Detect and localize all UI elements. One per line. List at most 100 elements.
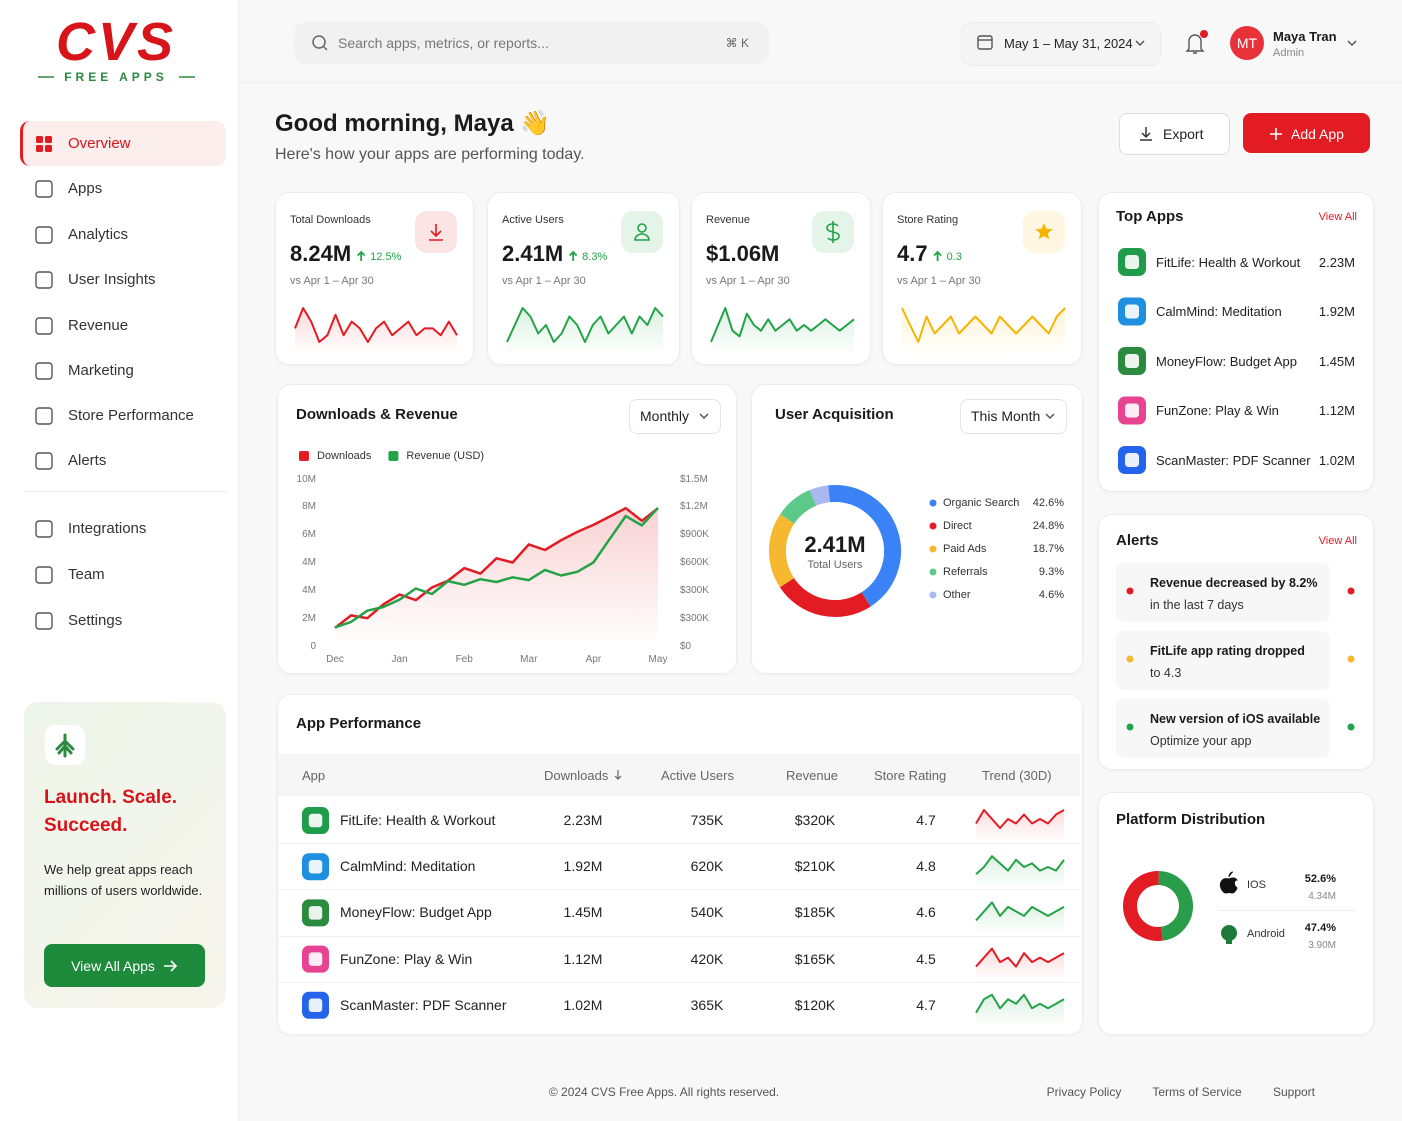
export-button[interactable] [1119, 113, 1230, 155]
column-header[interactable]: App [302, 767, 326, 783]
legend-label: Other [943, 589, 971, 601]
nav-item[interactable]: Store Performance [68, 407, 194, 424]
footer-link[interactable]: Privacy Policy [1046, 1085, 1122, 1099]
chart-title: Platform Distribution [1116, 811, 1266, 828]
cell-revenue: $210K [794, 858, 836, 875]
y-tick-label: 4M [302, 584, 316, 596]
legend-label: Referrals [943, 566, 988, 578]
nav-item[interactable]: Team [68, 566, 105, 583]
column-header[interactable]: Store Rating [874, 767, 947, 783]
cell-app[interactable]: ScanMaster: PDF Scanner [340, 996, 507, 1013]
kpi-change: 0.3 [946, 251, 962, 263]
sparkline [975, 809, 1065, 829]
alert-item[interactable] [1116, 631, 1330, 690]
arrow-icon [164, 960, 178, 972]
sparkline [975, 855, 1065, 875]
dropdown-label[interactable]: Monthly [640, 408, 690, 424]
alert-item[interactable] [1116, 563, 1330, 622]
legend-label: Direct [943, 520, 972, 532]
section-title: Alerts [1116, 532, 1159, 549]
footer-link[interactable]: Terms of Service [1152, 1085, 1242, 1099]
alert-detail: Optimize your app [1150, 734, 1252, 748]
column-header[interactable]: Trend (30D) [982, 767, 1052, 783]
nav-icon [36, 136, 43, 143]
column-header[interactable]: Active Users [661, 767, 734, 783]
legend-dot [929, 499, 937, 507]
add-app-label[interactable]: Add App [1291, 126, 1344, 142]
cell-rating: 4.6 [916, 904, 936, 921]
app-icon-glyph [1125, 354, 1139, 368]
cell-revenue: $120K [794, 996, 836, 1013]
nav-icon [35, 520, 53, 538]
x-tick-label: May [648, 653, 668, 665]
app-name[interactable]: ScanMaster: PDF Scanner [1156, 452, 1311, 468]
alert-dot [1126, 655, 1134, 663]
nav-item[interactable]: Integrations [68, 520, 147, 537]
kpi-icon [634, 233, 650, 241]
search-placeholder[interactable]: Search apps, metrics, or reports... [338, 35, 549, 51]
promo-button-label[interactable]: View All Apps [71, 958, 155, 974]
app-name[interactable]: MoneyFlow: Budget App [1156, 353, 1297, 369]
column-header[interactable]: Revenue [786, 767, 839, 783]
cell-app[interactable]: FitLife: Health & Workout [340, 812, 496, 828]
sparkline-area [976, 856, 1064, 889]
legend-swatch [299, 451, 309, 461]
view-all-link[interactable]: View All [1318, 535, 1357, 547]
app-downloads: 1.45M [1318, 353, 1355, 369]
legend-label: Android [1247, 928, 1285, 940]
chart-title: Downloads & Revenue [296, 406, 458, 423]
search-icon [322, 45, 328, 51]
sparkline-area [976, 994, 1064, 1027]
cell-app[interactable]: CalmMind: Meditation [340, 858, 476, 875]
app-performance-card [277, 694, 1083, 1035]
cell-rating: 4.8 [916, 858, 936, 875]
alert-item[interactable] [1116, 699, 1330, 758]
kpi-icon [1035, 223, 1053, 240]
app-name[interactable]: FunZone: Play & Win [1156, 403, 1279, 418]
date-picker[interactable] [961, 22, 1161, 66]
nav-item[interactable]: Analytics [68, 226, 129, 243]
view-all-link[interactable]: View All [1318, 211, 1357, 223]
alert-dot [1126, 723, 1134, 731]
x-tick-label: Mar [520, 653, 538, 665]
search-box[interactable] [294, 22, 769, 64]
nav-item[interactable]: User Insights [68, 271, 156, 288]
dropdown-label[interactable]: This Month [971, 408, 1041, 424]
x-tick-label: Feb [455, 653, 473, 665]
nav-item[interactable]: Overview [68, 135, 131, 152]
app-name[interactable]: FitLife: Health & Workout [1156, 254, 1301, 270]
platform-icon [1219, 871, 1238, 894]
avatar-initials[interactable]: MT [1236, 35, 1258, 51]
top-apps-card [1098, 192, 1374, 492]
export-label[interactable]: Export [1163, 126, 1204, 142]
table-header [278, 754, 1080, 796]
sparkline-area [711, 308, 854, 356]
nav-item[interactable]: Apps [68, 180, 103, 197]
cell-downloads: 1.12M [563, 950, 603, 967]
app-icon-glyph [1125, 453, 1139, 467]
nav-item[interactable]: Alerts [68, 452, 107, 469]
line [334, 506, 659, 629]
nav-item[interactable]: Settings [68, 612, 123, 629]
count-label: 4.34M [1308, 890, 1336, 902]
nav-item[interactable]: Marketing [68, 362, 134, 379]
promo-button[interactable] [44, 944, 205, 987]
chevron-icon [1347, 40, 1357, 47]
sparkline [506, 307, 664, 343]
legend-dot [929, 545, 937, 553]
app-name[interactable]: CalmMind: Meditation [1156, 304, 1282, 319]
nav-item[interactable]: Revenue [68, 317, 129, 334]
cell-app[interactable]: MoneyFlow: Budget App [340, 904, 492, 921]
date-range[interactable]: May 1 – May 31, 2024 [1004, 35, 1133, 51]
footer-link[interactable]: Support [1272, 1085, 1316, 1099]
kpi-icon [637, 223, 647, 233]
cell-revenue: $320K [794, 812, 836, 828]
add-app-button[interactable] [1243, 113, 1370, 153]
section-title: Top Apps [1116, 208, 1184, 225]
column-header[interactable]: Downloads [544, 767, 609, 783]
y2-tick-label: $1.5M [680, 473, 708, 485]
user-name[interactable]: Maya Tran [1273, 28, 1337, 44]
cell-app[interactable]: FunZone: Play & Win [340, 950, 473, 967]
section-title: App Performance [296, 715, 422, 732]
up-arrow-icon [357, 250, 366, 261]
